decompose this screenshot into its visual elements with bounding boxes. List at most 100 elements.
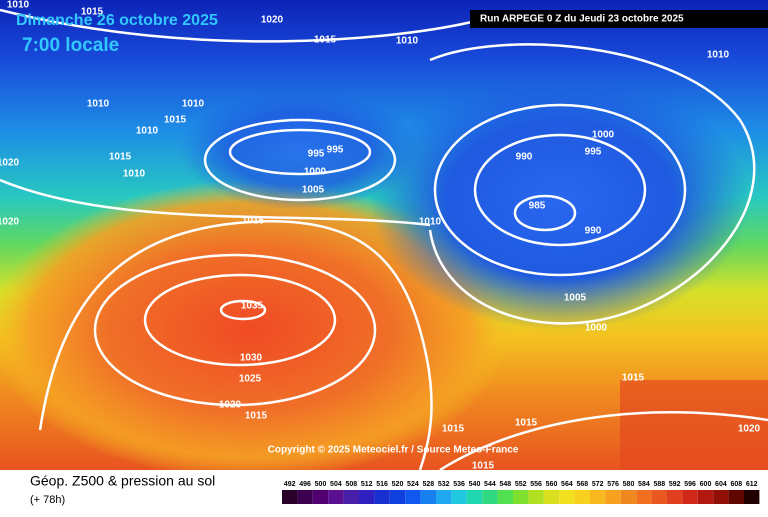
isobar-label: 1010 [182,99,205,110]
colorbar-swatch [466,490,483,504]
colorbar-swatch [590,490,606,504]
isobar-labels: 1010 1015 1020 1015 1010 1010 1010 1010 1015 1010… [0,0,761,435]
isobar-label: 1015 [109,152,132,163]
isobar-label: 1015 [242,216,265,227]
isobar-label: 995 [585,147,602,158]
isobar-label: 1005 [302,185,325,196]
isobar-label: 1010 [396,36,419,47]
colorbar-swatch [282,490,298,504]
colorbar-label: 580 [623,481,635,488]
isobars [0,8,768,472]
isobar-label: 990 [585,226,602,237]
colorbar-swatch [405,490,421,504]
isobar-label: 1015 [622,373,645,384]
colorbar-swatch [713,490,729,504]
date: Dimanche 26 octobre 2025 [16,12,218,29]
colorbar-label: 556 [530,481,542,488]
colorbar-label: 500 [315,481,327,488]
isobar-label: 1010 [136,126,159,137]
colorbar-label: 572 [592,481,604,488]
footer-lead: (+ 78h) [30,494,65,506]
isobar-label: 1000 [304,167,327,178]
colorbar-swatch [513,490,529,504]
footer-title: Géop. Z500 & pression au sol [30,473,215,489]
colorbar-swatch [697,490,714,504]
isobar-label: 1010 [123,169,146,180]
run-box [470,10,768,28]
colorbar-swatch [528,490,544,504]
isobar-label: 1005 [564,293,587,304]
colorbar-swatch [497,490,513,504]
isobar-label: 990 [516,152,533,163]
isobar-label: 1030 [240,353,263,364]
colorbar-label: 516 [376,481,388,488]
colorbar-swatch [667,490,683,504]
isobar-label: 1020 [261,15,284,26]
isobar-label: 1015 [245,411,268,422]
isobar-label: 1035 [241,301,264,312]
colorbar-label: 536 [453,481,465,488]
colorbar-label: 592 [669,481,681,488]
isobar-label: 1010 [707,50,730,61]
low-pressure-area [370,70,750,330]
colorbar-label: 576 [607,481,619,488]
colorbar-label: 604 [715,481,727,488]
colorbar-swatch [728,490,744,504]
colorbar-label: 560 [546,481,558,488]
colorbar-swatch [559,490,575,504]
isobar-label: 995 [308,149,325,160]
isobar-label: 1000 [592,130,615,141]
isobar-label: 1010 [419,217,442,228]
colorbar-label: 608 [730,481,742,488]
colorbar-label: 532 [438,481,450,488]
colorbar-label: 528 [422,481,434,488]
colorbar-swatch [359,490,375,504]
colorbar-label: 548 [499,481,511,488]
colorbar-label: 584 [638,481,650,488]
colorbar-swatch [451,490,467,504]
isobar-label: 1015 [164,115,187,126]
high-pressure-area [0,180,510,480]
low-pressure-area [180,90,420,210]
colorbar-label: 564 [561,481,573,488]
colorbar-swatch [297,490,313,504]
colorbar-label: 596 [684,481,696,488]
colorbar-swatch [651,490,667,504]
isobar-label: 995 [327,145,344,156]
warm-area [620,380,768,470]
colorbar-label: 504 [330,481,342,488]
colorbar-swatch [374,490,390,504]
isobar-label: 1015 [515,418,538,429]
colorbar-label: 520 [392,481,404,488]
local-time: 7:00 locale [22,35,119,56]
isobar-label: 1025 [239,374,262,385]
colorbar-label: 588 [653,481,665,488]
colorbar-swatch [620,490,637,504]
copyright: Copyright © 2025 Meteociel.fr / Source M… [268,445,519,456]
colorbar-label: 552 [515,481,527,488]
isobar-label: 1020 [738,424,761,435]
colorbar-label: 524 [407,481,419,488]
run-info: Run ARPEGE 0 Z du Jeudi 23 octobre 2025 [480,14,684,25]
colorbar-swatch [312,490,329,504]
colorbar-label: 600 [700,481,712,488]
isobar-label: 1015 [314,35,337,46]
colorbar-label: 544 [484,481,496,488]
colorbar-label: 496 [299,481,311,488]
colorbar-swatch [389,490,406,504]
colorbar-swatch [436,490,452,504]
isobar-label: 1010 [87,99,110,110]
isobar-label: 985 [529,201,546,212]
isobar-label: 1010 [7,0,30,11]
colorbar-label: 612 [746,481,758,488]
colorbar: 492 496 500 504 508 512 516 520 524 528 532 536 540 5… [282,481,760,504]
colorbar-swatch [328,490,344,504]
isobar-label: 1000 [585,323,608,334]
colorbar-label: 512 [361,481,373,488]
colorbar-swatch [636,490,652,504]
colorbar-swatch [482,490,498,504]
isobar-label: 1020 [0,158,20,169]
isobar-label: 1020 [0,217,20,228]
colorbar-label: 568 [576,481,588,488]
isobar-label: 1015 [81,7,104,18]
